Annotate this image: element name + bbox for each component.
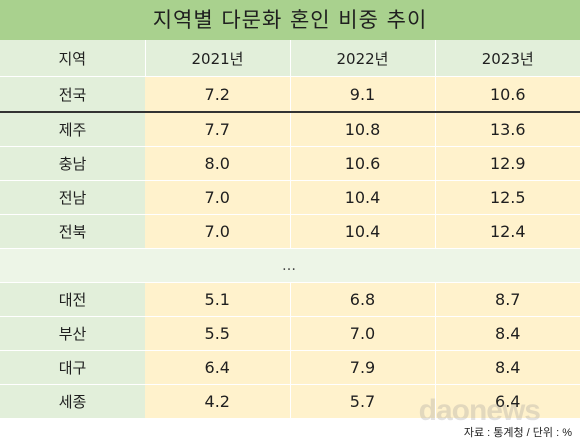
- region-cell: 대전: [0, 282, 145, 317]
- value-cell-2023: 13.6: [434, 112, 580, 147]
- national-row: 전국 7.2 9.1 10.6: [0, 76, 580, 113]
- ellipsis-row: …: [0, 248, 580, 283]
- value-cell-2021: 4.2: [145, 384, 290, 419]
- region-row: 전북 7.0 10.4 12.4: [0, 214, 580, 249]
- region-cell: 충남: [0, 146, 145, 181]
- region-cell: 세종: [0, 384, 145, 419]
- header-2021: 2021년: [144, 40, 290, 77]
- value-cell-2021: 7.0: [145, 214, 290, 249]
- value-cell-2022: 10.6: [289, 146, 435, 181]
- region-cell: 전남: [0, 180, 145, 215]
- value-cell-2023: 8.4: [434, 316, 580, 351]
- value-cell-2021: 5.1: [145, 282, 290, 317]
- region-cell: 제주: [0, 112, 145, 147]
- region-cell: 부산: [0, 316, 145, 351]
- value-cell-2023: 8.4: [434, 350, 580, 385]
- region-cell: 전국: [0, 76, 145, 113]
- value-cell-2021: 5.5: [145, 316, 290, 351]
- region-row: 제주 7.7 10.8 13.6: [0, 112, 580, 147]
- region-cell: 대구: [0, 350, 145, 385]
- value-cell-2022: 7.0: [289, 316, 435, 351]
- header-2023: 2023년: [434, 40, 580, 77]
- value-cell-2023: 12.9: [434, 146, 580, 181]
- value-cell-2023: 6.4: [434, 384, 580, 419]
- region-row: 충남 8.0 10.6 12.9: [0, 146, 580, 181]
- value-cell-2022: 5.7: [289, 384, 435, 419]
- value-cell-2022: 10.8: [289, 112, 435, 147]
- value-cell-2022: 7.9: [289, 350, 435, 385]
- ellipsis-cell: …: [0, 248, 580, 283]
- region-row: 부산 5.5 7.0 8.4: [0, 316, 580, 351]
- header-row: 지역 2021년 2022년 2023년: [0, 40, 580, 77]
- value-cell-2022: 10.4: [289, 180, 435, 215]
- value-cell-2023: 12.4: [434, 214, 580, 249]
- region-row: 대구 6.4 7.9 8.4: [0, 350, 580, 385]
- value-cell-2021: 7.7: [145, 112, 290, 147]
- value-cell-2023: 10.6: [434, 76, 580, 113]
- value-cell-2021: 8.0: [145, 146, 290, 181]
- value-cell-2021: 7.2: [145, 76, 290, 113]
- header-2022: 2022년: [289, 40, 435, 77]
- region-cell: 전북: [0, 214, 145, 249]
- chart-title: 지역별 다문화 혼인 비중 추이: [0, 0, 580, 40]
- value-cell-2021: 7.0: [145, 180, 290, 215]
- header-region: 지역: [0, 40, 145, 77]
- watermark-logo: daonews: [418, 394, 541, 427]
- data-table: 지역 2021년 2022년 2023년 전국 7.2 9.1 10.6 제주 7…: [0, 40, 580, 419]
- region-row: 대전 5.1 6.8 8.7: [0, 282, 580, 317]
- value-cell-2022: 9.1: [289, 76, 435, 113]
- source-note: 자료 : 통계청 / 단위 : %: [463, 427, 572, 439]
- region-row: 전남 7.0 10.4 12.5: [0, 180, 580, 215]
- region-row: 세종 4.2 5.7 6.4: [0, 384, 580, 419]
- value-cell-2022: 10.4: [289, 214, 435, 249]
- value-cell-2022: 6.8: [289, 282, 435, 317]
- value-cell-2021: 6.4: [145, 350, 290, 385]
- value-cell-2023: 12.5: [434, 180, 580, 215]
- value-cell-2023: 8.7: [434, 282, 580, 317]
